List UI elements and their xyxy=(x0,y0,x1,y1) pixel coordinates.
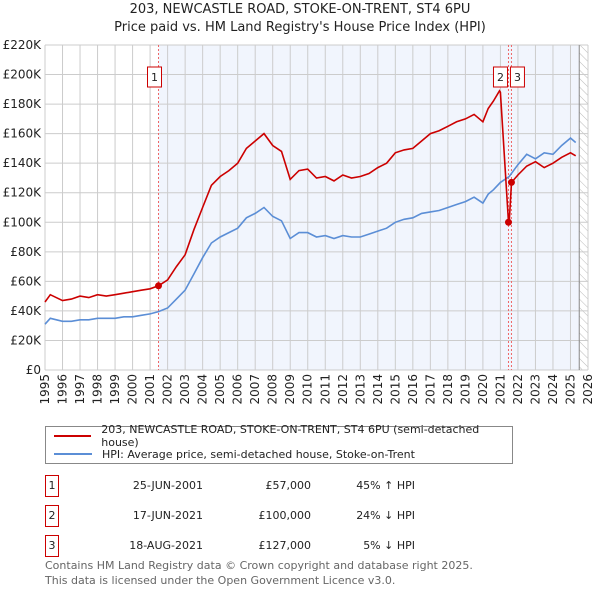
sale-price: £57,000 xyxy=(265,479,312,492)
sale-date: 17-JUN-2021 xyxy=(132,509,203,522)
sale-marker-label: 3 xyxy=(45,535,59,557)
sale-marker-label: 2 xyxy=(45,505,59,527)
x-tick-label: 1997 xyxy=(73,374,87,405)
sale-point xyxy=(155,282,163,290)
y-tick-label: £160K xyxy=(3,127,43,141)
x-tick-label: 2022 xyxy=(511,374,525,405)
x-tick-label: 2013 xyxy=(353,374,367,405)
y-tick-label: £200K xyxy=(3,68,43,82)
y-tick-label: £120K xyxy=(3,186,43,200)
hatched-region xyxy=(579,45,588,370)
chart-subtitle: Price paid vs. HM Land Registry's House … xyxy=(114,20,486,35)
x-tick-label: 2005 xyxy=(213,374,227,405)
y-tick-label: £140K xyxy=(3,156,43,170)
x-tick-label: 2024 xyxy=(546,374,560,405)
y-tick-label: £100K xyxy=(3,215,43,229)
x-tick-label: 2010 xyxy=(301,374,315,405)
x-tick-label: 2006 xyxy=(231,374,245,405)
x-tick-label: 2020 xyxy=(476,374,490,405)
price-chart: 1995 1996 1997 1998 1999 2000 2001 2002 2003 2004… xyxy=(3,38,595,405)
y-tick-label: £80K xyxy=(10,245,42,259)
x-tick-label: 1996 xyxy=(56,374,70,405)
y-tick-label: £60K xyxy=(10,274,42,288)
x-tick-label: 2007 xyxy=(248,374,262,405)
x-tick-label: 2018 xyxy=(441,374,455,405)
x-tick-label: 2016 xyxy=(406,374,420,405)
property-series-line xyxy=(44,89,577,303)
sale-hpi-diff: 24% ↓ HPI xyxy=(356,509,415,522)
legend-item-property: 203, NEWCASTLE ROAD, STOKE-ON-TRENT, ST4… xyxy=(54,423,512,449)
y-tick-label: £0 xyxy=(26,363,41,377)
x-tick-label: 2008 xyxy=(266,374,280,405)
x-tick-label: 2014 xyxy=(371,374,385,405)
y-tick-label: £20K xyxy=(10,333,42,347)
y-tick-label: £40K xyxy=(10,304,42,318)
sale-marker-box xyxy=(147,66,163,88)
footer-licence: This data is licensed under the Open Gov… xyxy=(45,574,396,587)
x-tick-label: 2012 xyxy=(336,374,350,405)
x-tick-label: 2026 xyxy=(581,374,595,405)
x-tick-label: 2017 xyxy=(423,374,437,405)
legend-label: 203, NEWCASTLE ROAD, STOKE-ON-TRENT, ST4… xyxy=(101,423,480,449)
sale-marker-label: 2 xyxy=(497,71,504,84)
x-tick-label: 2019 xyxy=(458,374,472,405)
x-tick-label: 2002 xyxy=(161,374,175,405)
y-tick-label: £180K xyxy=(3,97,43,111)
legend-red-line xyxy=(54,435,92,437)
x-tick-label: 1999 xyxy=(108,374,122,405)
sale-marker-box xyxy=(492,66,508,88)
sale-marker-box xyxy=(509,66,525,88)
sale-date: 25-JUN-2001 xyxy=(132,479,203,492)
x-tick-label: 2004 xyxy=(196,374,210,405)
x-tick-label: 2001 xyxy=(143,374,157,405)
sale-marker-label: 1 xyxy=(45,475,59,497)
sale-point xyxy=(504,218,512,226)
legend: 203, NEWCASTLE ROAD, STOKE-ON-TRENT, ST4… xyxy=(45,423,513,464)
y-tick-label: £220K xyxy=(3,38,43,52)
legend-item-hpi: HPI: Average price, semi-detached house,… xyxy=(54,446,415,462)
hpi-series-line xyxy=(44,137,577,325)
shaded-region xyxy=(158,45,580,370)
x-tick-label: 2023 xyxy=(528,374,542,405)
x-tick-label: 2015 xyxy=(388,374,402,405)
legend-blue-line xyxy=(54,453,92,455)
x-tick-label: 1998 xyxy=(91,374,105,405)
x-tick-label: 2021 xyxy=(493,374,507,405)
sale-date: 18-AUG-2021 xyxy=(129,539,203,552)
sale-marker-label: 1 xyxy=(151,71,158,84)
chart-title: 203, NEWCASTLE ROAD, STOKE-ON-TRENT, ST4… xyxy=(129,2,471,17)
x-tick-label: 2011 xyxy=(318,374,332,405)
sale-hpi-diff: 45% ↑ HPI xyxy=(356,479,415,492)
sale-point xyxy=(507,178,515,186)
sale-price: £100,000 xyxy=(258,509,312,522)
sale-marker-label: 3 xyxy=(514,71,521,84)
x-tick-label: 2009 xyxy=(283,374,297,405)
x-tick-label: 1995 xyxy=(38,374,52,405)
sale-price: £127,000 xyxy=(258,539,312,552)
sale-hpi-diff: 5% ↓ HPI xyxy=(363,539,415,552)
x-tick-label: 2025 xyxy=(563,374,577,405)
x-tick-label: 2003 xyxy=(178,374,192,405)
x-tick-label: 2000 xyxy=(126,374,140,405)
legend-label: HPI: Average price, semi-detached house,… xyxy=(102,447,415,461)
footer-copyright: Contains HM Land Registry data © Crown c… xyxy=(45,559,473,572)
